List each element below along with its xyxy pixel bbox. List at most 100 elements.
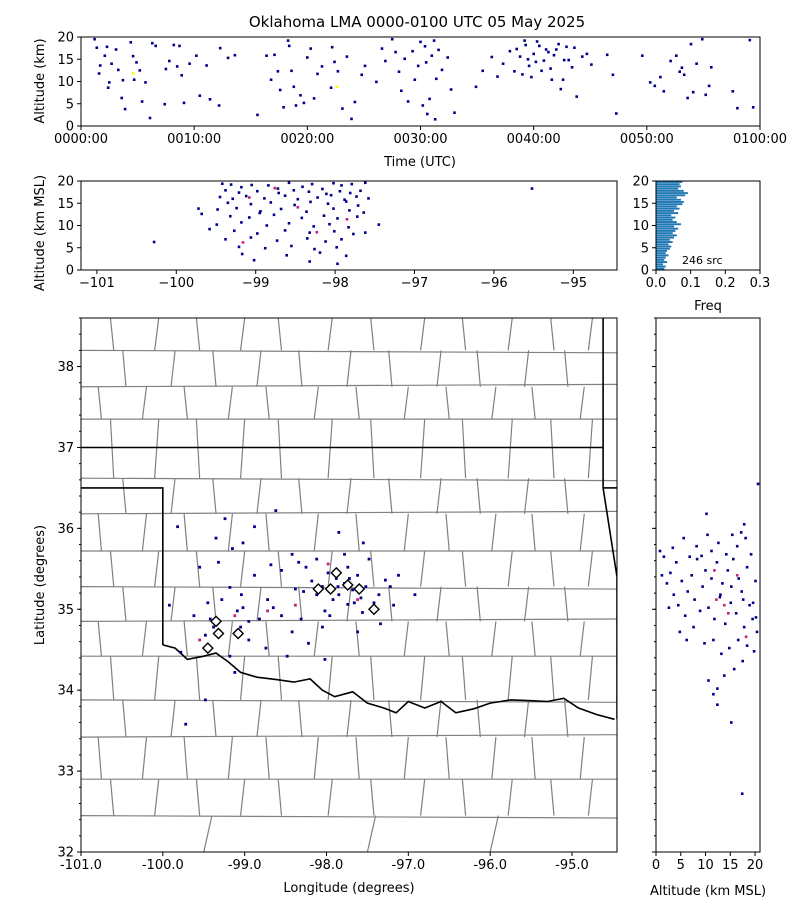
source-point-alt <box>735 574 739 577</box>
county-line <box>81 383 617 388</box>
source-point <box>348 191 352 195</box>
county-line <box>195 656 201 700</box>
source-point <box>716 703 719 706</box>
source-point <box>306 237 309 240</box>
source-point <box>754 616 758 619</box>
county-line <box>445 513 450 552</box>
source-point <box>559 87 563 91</box>
county-line <box>523 350 530 387</box>
county-line <box>170 699 176 738</box>
source-point <box>433 118 437 121</box>
lon-height-panel: −101 −100 −99 −98 −97 −96 −95 0 5 10 15 20 Altitude… <box>33 175 618 291</box>
alt-tick-label: 10 <box>697 858 714 873</box>
county-line <box>97 621 103 657</box>
county-line <box>370 318 375 351</box>
source-point <box>195 54 198 57</box>
lon-tick-label: -96.0 <box>473 858 507 873</box>
state-line-east <box>602 447 617 720</box>
source-point <box>292 85 296 89</box>
source-point-alt <box>356 598 359 601</box>
source-point <box>605 53 609 57</box>
source-point <box>688 555 691 558</box>
lon-tick-label: -100.0 <box>142 858 184 873</box>
source-point <box>446 56 449 59</box>
county-line <box>265 386 270 420</box>
county-line <box>564 350 569 387</box>
source-point <box>272 213 276 217</box>
source-point <box>258 211 261 215</box>
source-point <box>296 197 300 201</box>
county-line <box>256 350 262 387</box>
source-point <box>701 585 704 588</box>
county-line <box>227 621 233 657</box>
source-point <box>474 85 478 89</box>
source-point <box>140 100 144 103</box>
county-line <box>256 699 262 738</box>
source-point <box>226 201 230 205</box>
source-point <box>276 187 280 190</box>
source-point <box>188 62 191 65</box>
county-line <box>388 350 393 387</box>
source-point <box>231 197 234 201</box>
county-line <box>154 779 160 816</box>
source-point <box>723 674 726 677</box>
alt-tick-label: 15 <box>57 197 74 212</box>
source-point <box>730 585 733 588</box>
source-point <box>725 553 728 556</box>
county-line <box>531 737 536 780</box>
source-point <box>397 573 400 577</box>
state-boundaries <box>81 318 617 721</box>
source-point <box>392 603 395 607</box>
source-point <box>208 617 212 621</box>
time-height-panel: 0000:00 0010:00 0020:00 0030:00 0040:00 0050:… <box>33 31 787 171</box>
source-point <box>428 97 431 101</box>
source-point <box>328 222 331 226</box>
county-line <box>445 386 450 420</box>
source-point <box>547 50 550 54</box>
source-point <box>416 64 420 68</box>
histogram-bar <box>656 243 669 246</box>
county-line <box>491 513 497 552</box>
source-point <box>117 68 120 72</box>
source-point <box>350 182 354 186</box>
county-line <box>154 550 160 587</box>
time-tick-label: 0050:00 <box>620 132 674 147</box>
histogram-bar <box>656 209 675 212</box>
county-line <box>109 550 115 587</box>
county-line <box>122 350 127 387</box>
source-point <box>364 231 367 234</box>
histogram-bar <box>656 263 663 266</box>
county-line <box>461 318 467 351</box>
county-line <box>531 386 536 420</box>
source-point <box>352 232 355 236</box>
lon-tick-label: -98.0 <box>310 858 344 873</box>
source-point <box>338 189 342 193</box>
county-line <box>141 737 148 780</box>
source-point <box>237 245 241 249</box>
county-line <box>370 779 375 816</box>
histogram-bar <box>656 181 683 183</box>
source-point <box>263 246 267 250</box>
source-point <box>364 585 368 588</box>
source-point <box>561 78 565 81</box>
source-point <box>308 231 311 234</box>
source-point <box>309 47 312 50</box>
county-line <box>491 621 497 657</box>
histogram-panel: 0.0 0.1 0.2 0.3 0 5 10 15 20 246 src Freq <box>632 175 770 315</box>
lat-tick-label: 33 <box>57 765 74 780</box>
county-line <box>461 779 467 816</box>
county-line <box>298 586 303 622</box>
source-point <box>200 212 203 216</box>
source-point <box>698 609 702 613</box>
county-line <box>461 419 467 479</box>
source-point <box>359 596 363 600</box>
source-point <box>518 55 522 58</box>
source-point <box>737 577 740 580</box>
source-point <box>665 582 669 585</box>
source-point <box>294 104 298 107</box>
county-line <box>97 737 103 780</box>
source-point <box>240 593 243 597</box>
source-point <box>253 573 256 577</box>
source-point <box>751 601 755 605</box>
county-line <box>227 737 233 780</box>
